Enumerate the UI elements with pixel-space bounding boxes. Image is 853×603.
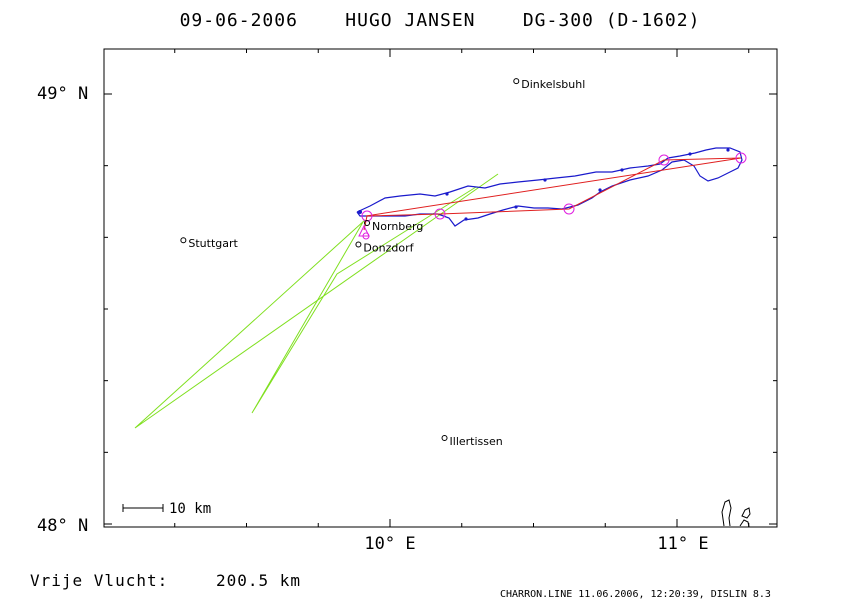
town-label: Nornberg — [372, 220, 423, 233]
town-marker — [180, 237, 187, 244]
lake-shapes — [721, 499, 751, 528]
town-marker — [513, 78, 520, 85]
town-label: Dinkelsbuhl — [521, 78, 585, 91]
town-label: Donzdorf — [363, 242, 414, 255]
gps-track — [356, 147, 743, 227]
town-marker — [364, 220, 371, 226]
lat-label-48: 48° N — [37, 516, 88, 536]
town-marker — [355, 241, 362, 248]
town-markers: Dinkelsbuhl Stuttgart Nornberg Donzdorf Ille… — [180, 78, 585, 448]
town-label: Stuttgart — [188, 237, 238, 250]
lat-label-49: 49° N — [37, 84, 88, 104]
town-label: Illertissen — [450, 435, 503, 448]
distance-label: Vrije Vlucht: — [30, 571, 168, 590]
distance-value: 200.5 km — [216, 571, 301, 590]
gps-track-dots — [358, 148, 730, 221]
lon-label-11: 11° E — [657, 534, 708, 554]
task-legs — [363, 157, 742, 231]
green-tow-lines — [134, 173, 499, 429]
credit-line: CHARRON.LINE 11.06.2006, 12:20:39, DISLI… — [500, 589, 771, 600]
map-title: 09-06-2006 HUGO JANSEN DG-300 (D-1602) — [180, 10, 701, 31]
town-marker — [441, 435, 448, 441]
axis-ticks — [104, 49, 777, 527]
lon-label-10: 10° E — [364, 534, 415, 554]
scale-label: 10 km — [169, 501, 211, 517]
map-frame — [103, 48, 778, 528]
turnpoints — [358, 152, 747, 240]
scale-bar — [122, 504, 164, 512]
